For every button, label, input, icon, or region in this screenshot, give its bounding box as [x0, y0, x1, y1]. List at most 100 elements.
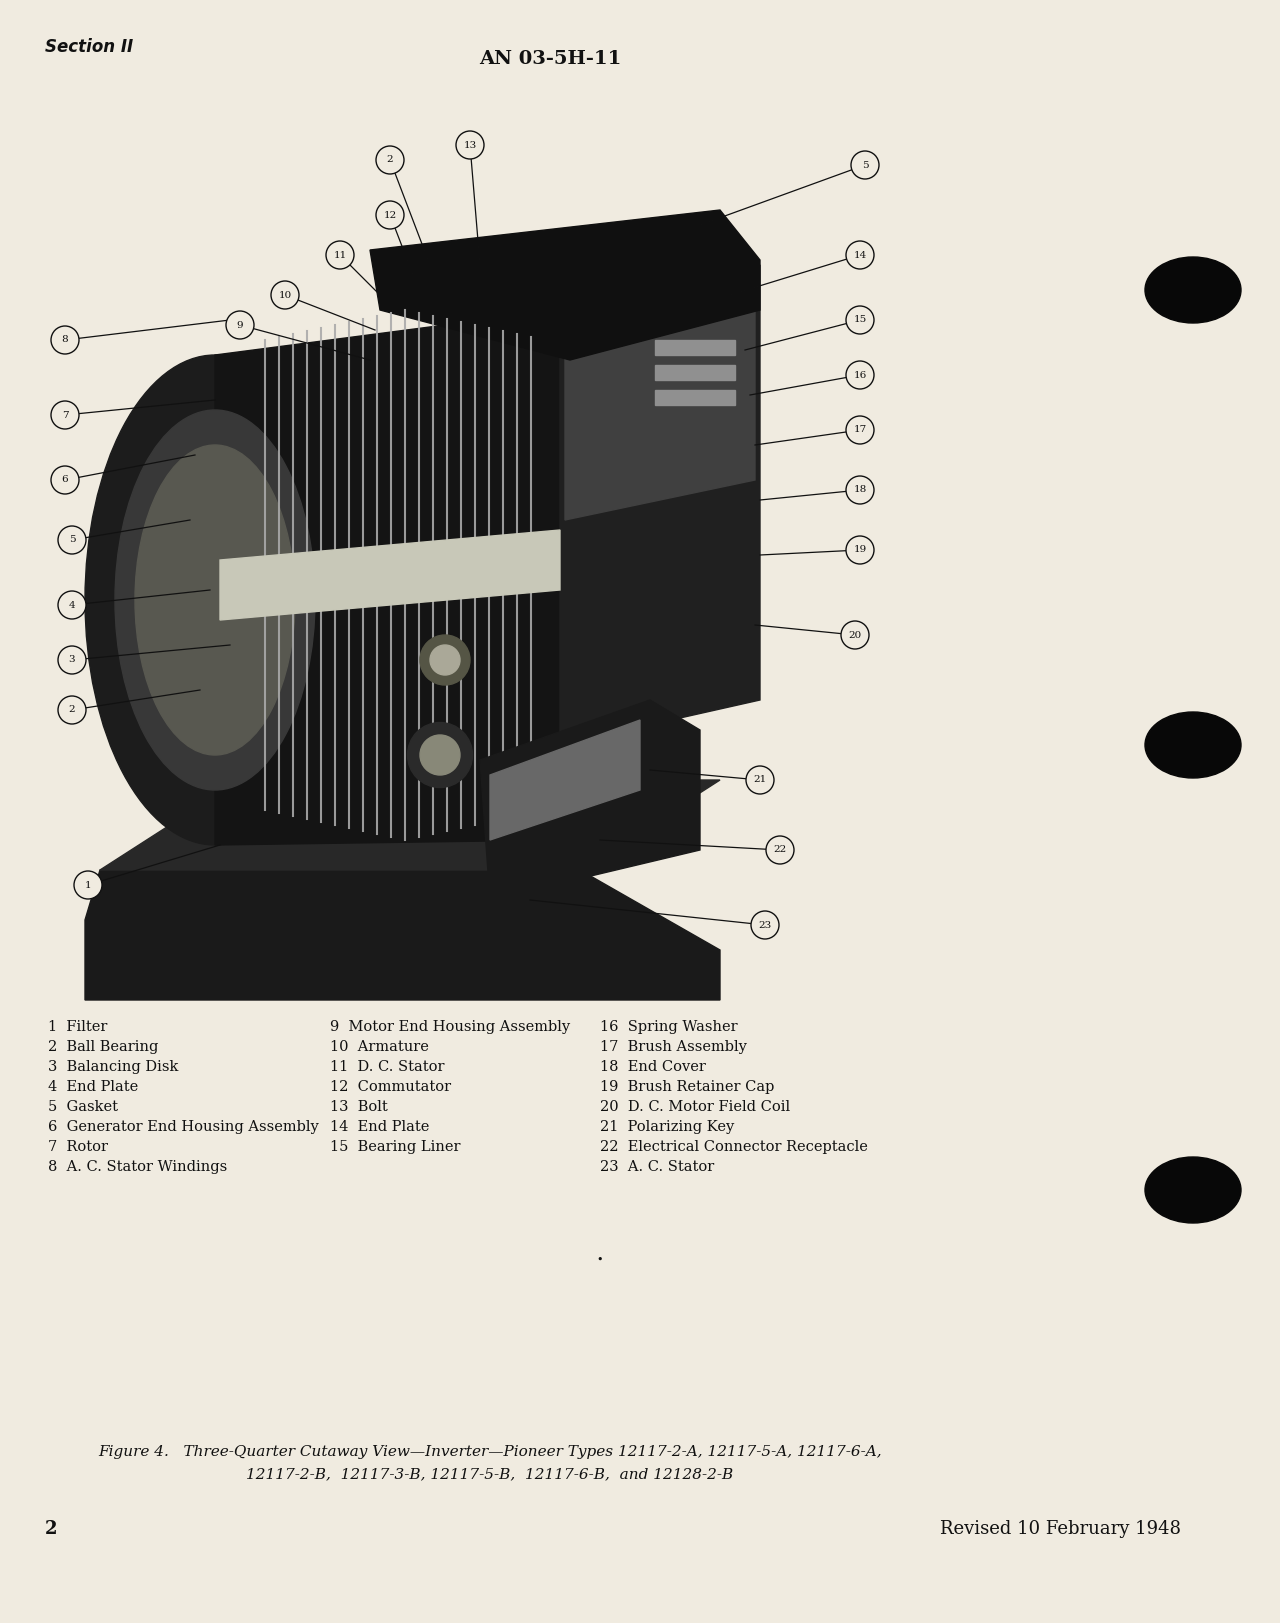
Text: 10  Armature: 10 Armature — [330, 1040, 429, 1053]
Text: 8  A. C. Stator Windings: 8 A. C. Stator Windings — [49, 1160, 228, 1173]
Text: 20  D. C. Motor Field Coil: 20 D. C. Motor Field Coil — [600, 1100, 790, 1113]
Bar — [29, 80, 1130, 901]
Circle shape — [74, 872, 102, 899]
Bar — [655, 390, 735, 406]
Text: 13  Bolt: 13 Bolt — [330, 1100, 388, 1113]
Text: •: • — [596, 1255, 603, 1264]
Text: 15: 15 — [854, 315, 867, 325]
Circle shape — [765, 836, 794, 863]
Circle shape — [51, 326, 79, 354]
Text: Revised 10 February 1948: Revised 10 February 1948 — [940, 1521, 1181, 1539]
Circle shape — [456, 131, 484, 159]
Text: 17: 17 — [854, 425, 867, 435]
Text: 18: 18 — [854, 485, 867, 495]
Text: 20: 20 — [849, 630, 861, 639]
Circle shape — [846, 415, 874, 445]
Circle shape — [51, 401, 79, 428]
Text: 15  Bearing Liner: 15 Bearing Liner — [330, 1139, 461, 1154]
Circle shape — [851, 151, 879, 179]
Text: 16: 16 — [854, 370, 867, 380]
Text: 22  Electrical Connector Receptacle: 22 Electrical Connector Receptacle — [600, 1139, 868, 1154]
Text: 2  Ball Bearing: 2 Ball Bearing — [49, 1040, 159, 1053]
Circle shape — [746, 766, 774, 794]
Text: 6: 6 — [61, 476, 68, 485]
Polygon shape — [215, 310, 561, 846]
Polygon shape — [220, 531, 561, 620]
Ellipse shape — [84, 355, 346, 846]
Ellipse shape — [115, 411, 315, 790]
Text: 23  A. C. Stator: 23 A. C. Stator — [600, 1160, 714, 1173]
Text: 9: 9 — [237, 320, 243, 329]
Polygon shape — [561, 265, 760, 745]
Text: 6  Generator End Housing Assembly: 6 Generator End Housing Assembly — [49, 1120, 319, 1134]
Polygon shape — [370, 209, 760, 360]
Text: 23: 23 — [758, 920, 772, 930]
Text: 21  Polarizing Key: 21 Polarizing Key — [600, 1120, 735, 1134]
Circle shape — [846, 307, 874, 334]
Text: 5: 5 — [69, 536, 76, 544]
Text: 16  Spring Washer: 16 Spring Washer — [600, 1019, 737, 1034]
Ellipse shape — [420, 635, 470, 685]
Circle shape — [376, 201, 404, 229]
Ellipse shape — [1146, 1157, 1242, 1224]
Polygon shape — [84, 870, 719, 1000]
Text: 3  Balancing Disk: 3 Balancing Disk — [49, 1060, 178, 1074]
Circle shape — [846, 360, 874, 390]
Text: 22: 22 — [773, 846, 787, 854]
Circle shape — [58, 646, 86, 674]
Text: 10: 10 — [278, 291, 292, 300]
Circle shape — [751, 911, 780, 940]
Circle shape — [58, 591, 86, 618]
Text: 12117-2-B,  12117-3-B, 12117-5-B,  12117-6-B,  and 12128-2-B: 12117-2-B, 12117-3-B, 12117-5-B, 12117-6… — [246, 1467, 733, 1482]
Ellipse shape — [430, 644, 460, 675]
Text: 14: 14 — [854, 250, 867, 260]
Text: 5  Gasket: 5 Gasket — [49, 1100, 118, 1113]
Text: 8: 8 — [61, 336, 68, 344]
Text: 18  End Cover: 18 End Cover — [600, 1060, 705, 1074]
Polygon shape — [480, 700, 700, 901]
Bar — [655, 365, 735, 380]
Circle shape — [271, 281, 300, 308]
Polygon shape — [564, 286, 755, 519]
Text: 13: 13 — [463, 141, 476, 149]
Ellipse shape — [407, 722, 472, 787]
Text: 14  End Plate: 14 End Plate — [330, 1120, 429, 1134]
Polygon shape — [490, 721, 640, 841]
Ellipse shape — [420, 735, 460, 776]
Circle shape — [846, 476, 874, 505]
Text: Section II: Section II — [45, 37, 133, 57]
Text: 12  Commutator: 12 Commutator — [330, 1079, 451, 1094]
Polygon shape — [100, 781, 719, 870]
Text: 2: 2 — [69, 706, 76, 714]
Circle shape — [51, 466, 79, 493]
Ellipse shape — [1146, 256, 1242, 323]
Circle shape — [58, 696, 86, 724]
Text: 2: 2 — [45, 1521, 58, 1539]
Text: 17  Brush Assembly: 17 Brush Assembly — [600, 1040, 746, 1053]
Circle shape — [58, 526, 86, 553]
Circle shape — [326, 240, 355, 269]
Text: 7: 7 — [61, 411, 68, 419]
Text: 3: 3 — [69, 656, 76, 664]
Text: 2: 2 — [387, 156, 393, 164]
Text: 5: 5 — [861, 161, 868, 169]
Text: 9  Motor End Housing Assembly: 9 Motor End Housing Assembly — [330, 1019, 570, 1034]
Text: AN 03-5H-11: AN 03-5H-11 — [479, 50, 621, 68]
Circle shape — [376, 146, 404, 174]
Text: 11: 11 — [333, 250, 347, 260]
Ellipse shape — [134, 445, 294, 755]
Text: 1: 1 — [84, 881, 91, 889]
Text: 4  End Plate: 4 End Plate — [49, 1079, 138, 1094]
Text: 19: 19 — [854, 545, 867, 555]
Text: 4: 4 — [69, 601, 76, 610]
Text: 1  Filter: 1 Filter — [49, 1019, 108, 1034]
Text: Figure 4.   Three-Quarter Cutaway View—Inverter—Pioneer Types 12117-2-A, 12117-5: Figure 4. Three-Quarter Cutaway View—Inv… — [99, 1444, 882, 1459]
Text: 19  Brush Retainer Cap: 19 Brush Retainer Cap — [600, 1079, 774, 1094]
Circle shape — [846, 536, 874, 565]
Text: 21: 21 — [754, 776, 767, 784]
Text: 11  D. C. Stator: 11 D. C. Stator — [330, 1060, 444, 1074]
Circle shape — [841, 622, 869, 649]
Bar — [655, 339, 735, 355]
Circle shape — [846, 240, 874, 269]
Text: 7  Rotor: 7 Rotor — [49, 1139, 108, 1154]
